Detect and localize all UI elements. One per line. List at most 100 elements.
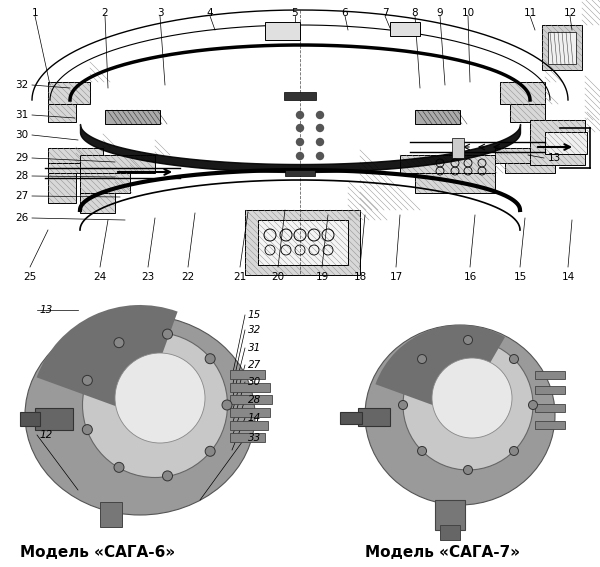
Text: 13: 13 [40, 305, 53, 315]
Text: 29: 29 [15, 153, 28, 163]
Text: 15: 15 [248, 310, 261, 320]
Circle shape [114, 337, 124, 348]
Circle shape [296, 138, 304, 146]
Circle shape [464, 336, 473, 345]
Text: 32: 32 [15, 80, 28, 90]
Text: 11: 11 [523, 8, 536, 18]
Text: 22: 22 [181, 272, 194, 282]
Circle shape [296, 125, 304, 132]
Text: 15: 15 [514, 272, 527, 282]
Bar [545, 132, 587, 154]
Circle shape [418, 446, 427, 455]
Text: 1: 1 [32, 8, 38, 18]
Bar [258, 220, 348, 265]
Bar [452, 138, 464, 158]
Text: 21: 21 [233, 272, 247, 282]
Circle shape [205, 446, 215, 456]
Bar [48, 163, 90, 173]
Bar [535, 421, 565, 429]
Bar [390, 22, 420, 36]
Bar [510, 104, 545, 122]
Text: 14: 14 [562, 272, 575, 282]
Bar [542, 25, 582, 70]
Text: 28: 28 [248, 395, 261, 405]
Bar [230, 408, 270, 417]
Circle shape [222, 400, 232, 410]
Bar [415, 173, 495, 193]
Text: 2: 2 [101, 8, 109, 18]
Bar [230, 421, 268, 430]
Bar [435, 500, 465, 530]
Bar [358, 408, 390, 426]
Bar [548, 32, 576, 64]
Text: 12: 12 [40, 430, 53, 440]
Wedge shape [376, 325, 505, 415]
Bar [340, 412, 362, 424]
Ellipse shape [115, 353, 205, 443]
Circle shape [509, 446, 518, 455]
Text: 14: 14 [248, 413, 261, 423]
Ellipse shape [83, 332, 227, 477]
Circle shape [296, 112, 304, 119]
Bar [535, 404, 565, 412]
Wedge shape [37, 305, 178, 415]
Circle shape [163, 329, 173, 339]
Circle shape [82, 425, 92, 435]
Text: 12: 12 [563, 8, 577, 18]
Text: 9: 9 [437, 8, 443, 18]
Circle shape [509, 354, 518, 363]
Text: 31: 31 [248, 343, 261, 353]
Bar [20, 412, 40, 426]
Ellipse shape [365, 325, 555, 505]
Bar [440, 525, 460, 540]
Bar [265, 22, 300, 40]
Bar [415, 110, 460, 124]
Text: 6: 6 [341, 8, 349, 18]
Bar [535, 386, 565, 394]
Text: 26: 26 [15, 213, 28, 223]
Text: 27: 27 [248, 360, 261, 370]
Circle shape [317, 125, 323, 132]
Bar [230, 433, 265, 442]
Bar [48, 173, 76, 203]
Text: 27: 27 [15, 191, 28, 201]
Text: 16: 16 [463, 272, 476, 282]
Text: 17: 17 [389, 272, 403, 282]
Text: 28: 28 [15, 171, 28, 181]
Ellipse shape [25, 315, 255, 515]
Circle shape [317, 153, 323, 159]
Circle shape [114, 462, 124, 472]
Bar [48, 82, 90, 104]
Bar [284, 92, 316, 100]
Text: 25: 25 [23, 272, 37, 282]
Bar [500, 82, 545, 104]
Circle shape [418, 354, 427, 363]
Text: 23: 23 [142, 272, 155, 282]
Ellipse shape [432, 358, 512, 438]
Bar [230, 395, 272, 404]
Circle shape [82, 375, 92, 386]
Text: 33: 33 [248, 433, 261, 443]
Bar [105, 110, 160, 124]
Text: 3: 3 [157, 8, 163, 18]
Circle shape [529, 400, 538, 409]
Text: 31: 31 [15, 110, 28, 120]
Bar [400, 155, 495, 173]
Ellipse shape [403, 340, 533, 470]
Bar [48, 104, 76, 122]
Circle shape [205, 354, 215, 363]
Bar [230, 383, 270, 392]
Bar [245, 210, 360, 275]
Text: 5: 5 [292, 8, 298, 18]
Circle shape [317, 112, 323, 119]
Text: 20: 20 [271, 272, 284, 282]
Bar [0, 285, 600, 545]
Bar [48, 148, 103, 163]
Bar [530, 120, 585, 165]
Circle shape [464, 466, 473, 475]
Text: 8: 8 [412, 8, 418, 18]
Text: Модель «САГА-6»: Модель «САГА-6» [20, 545, 175, 560]
Text: 4: 4 [206, 8, 214, 18]
Circle shape [296, 153, 304, 159]
Text: 30: 30 [15, 130, 28, 140]
